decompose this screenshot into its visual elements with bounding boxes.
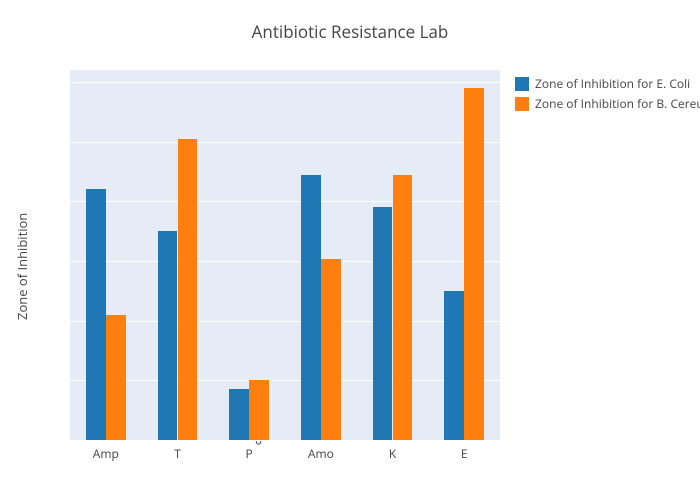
legend-swatch-0 bbox=[515, 77, 529, 91]
bar[interactable] bbox=[321, 259, 341, 440]
x-tick-label: Amp bbox=[93, 445, 119, 462]
bar[interactable] bbox=[86, 189, 106, 440]
x-tick-label: K bbox=[389, 445, 396, 462]
y-axis-label: Zone of Inhibition bbox=[13, 213, 31, 320]
legend-swatch-1 bbox=[515, 97, 529, 111]
legend: Zone of Inhibition for E. Coli Zone of I… bbox=[515, 75, 700, 115]
bar[interactable] bbox=[444, 291, 464, 440]
legend-label: Zone of Inhibition for B. Cereus bbox=[535, 95, 700, 112]
bar[interactable] bbox=[393, 175, 413, 440]
x-tick-label: E bbox=[461, 445, 468, 462]
bar[interactable] bbox=[464, 88, 484, 440]
bar[interactable] bbox=[301, 175, 321, 440]
chart-title: Antibiotic Resistance Lab bbox=[0, 0, 700, 43]
plot-area bbox=[70, 70, 500, 440]
bar[interactable] bbox=[178, 139, 198, 440]
bar[interactable] bbox=[158, 231, 178, 440]
legend-item[interactable]: Zone of Inhibition for E. Coli bbox=[515, 75, 700, 92]
bar[interactable] bbox=[249, 380, 269, 440]
plot-background bbox=[70, 70, 500, 440]
x-tick-label: Amo bbox=[308, 445, 334, 462]
x-tick-label: T bbox=[174, 445, 181, 462]
legend-label: Zone of Inhibition for E. Coli bbox=[535, 75, 690, 92]
bar[interactable] bbox=[229, 389, 249, 440]
bar[interactable] bbox=[106, 315, 126, 440]
bar[interactable] bbox=[373, 207, 393, 440]
legend-item[interactable]: Zone of Inhibition for B. Cereus bbox=[515, 95, 700, 112]
x-tick-label: P bbox=[246, 445, 253, 462]
